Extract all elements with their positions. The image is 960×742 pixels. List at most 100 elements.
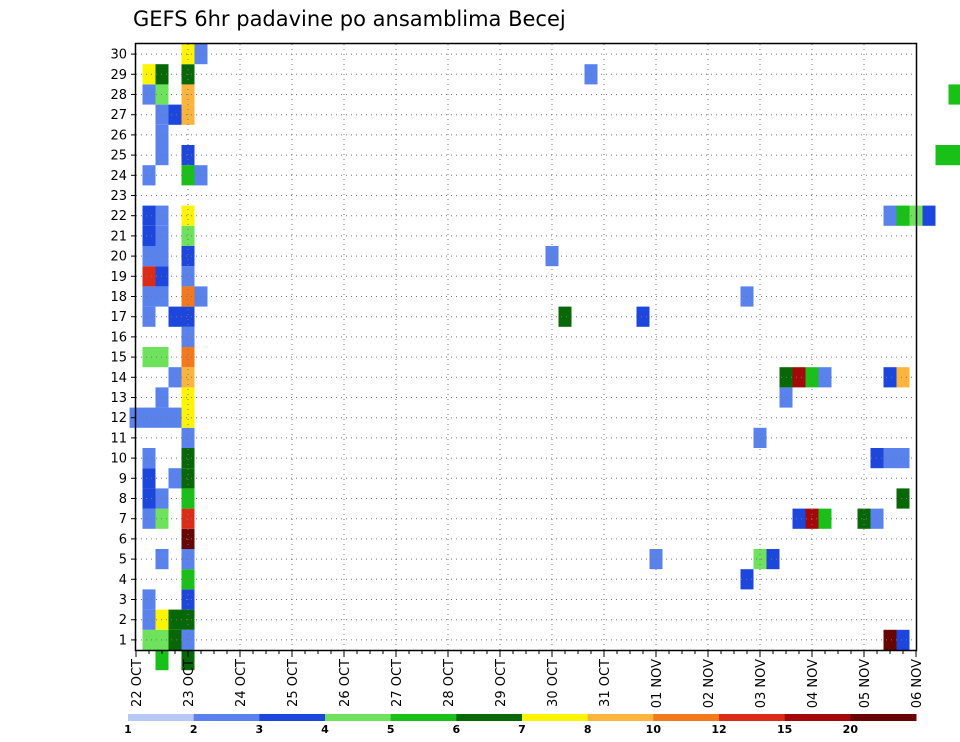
heatmap-cell: [181, 650, 195, 671]
heatmap-cell: [792, 508, 806, 529]
heatmap-cell: [181, 286, 195, 307]
heatmap-cell: [142, 488, 156, 509]
colorbar-label: 20: [843, 723, 859, 736]
y-tick-label: 24: [110, 169, 127, 184]
heatmap-cell: [883, 629, 897, 650]
heatmap-cell: [142, 306, 156, 327]
heatmap-cell: [181, 387, 195, 408]
heatmap-cell: [142, 246, 156, 267]
heatmap-cell: [142, 407, 156, 428]
colorbar-swatch: [850, 714, 917, 721]
heatmap-cell: [142, 286, 156, 307]
colorbar-label: 1: [124, 723, 132, 736]
heatmap-cell: [181, 326, 195, 347]
colorbar-label: 6: [453, 723, 461, 736]
heatmap-cell: [142, 589, 156, 610]
heatmap-cell: [883, 448, 897, 469]
y-tick-label: 26: [110, 128, 127, 143]
x-tick-label: 05 NOV: [858, 659, 873, 708]
heatmap-cell: [896, 205, 910, 226]
colorbar-label: 4: [321, 723, 329, 736]
colorbar-label: 5: [387, 723, 395, 736]
y-tick-label: 20: [110, 250, 127, 265]
x-tick-label: 26 OCT: [338, 659, 353, 707]
x-axis: 22 OCT 23 OCT 24 OCT 25 OCT 26 OCT 27 OCT 28 O…: [130, 650, 925, 708]
x-tick-label: 24 OCT: [234, 659, 249, 707]
y-tick-label: 18: [110, 290, 127, 305]
heatmap-cell: [181, 246, 195, 267]
colorbar-swatch: [193, 714, 260, 721]
x-tick-label: 30 OCT: [546, 659, 561, 707]
heatmap-cell: [168, 104, 182, 125]
heatmap-cell: [948, 145, 960, 166]
heatmap-cell: [142, 468, 156, 489]
heatmap-cell: [181, 205, 195, 226]
y-tick-label: 3: [119, 593, 127, 608]
heatmap-cell: [818, 367, 832, 388]
x-tick-label: 23 OCT: [182, 659, 197, 707]
colorbar-swatch: [128, 714, 195, 721]
grid-lines: [136, 44, 916, 650]
heatmap-cell: [168, 609, 182, 630]
heatmap-cell: [181, 427, 195, 448]
x-tick-label: 27 OCT: [390, 659, 405, 707]
colorbar-swatch: [784, 714, 851, 721]
colorbar-label: 7: [518, 723, 526, 736]
y-tick-label: 12: [110, 411, 127, 426]
y-tick-label: 6: [119, 532, 127, 547]
heatmap-cell: [181, 225, 195, 246]
heatmap-cell: [922, 205, 936, 226]
heatmap-cell: [883, 205, 897, 226]
colorbar-label: 12: [711, 723, 726, 736]
heatmap-cell: [883, 367, 897, 388]
y-axis: 1234567891011121314151617181920212223242…: [110, 48, 136, 648]
heatmap-cell: [181, 528, 195, 549]
colorbar-label: 3: [256, 723, 264, 736]
y-tick-label: 25: [110, 149, 127, 164]
y-tick-label: 7: [119, 512, 127, 527]
x-tick-label: 01 NOV: [650, 659, 665, 708]
y-tick-label: 9: [119, 472, 127, 487]
heatmap-cell: [181, 468, 195, 489]
y-tick-label: 22: [110, 209, 127, 224]
heatmap-cell: [792, 367, 806, 388]
x-tick-label: 28 OCT: [442, 659, 457, 707]
colorbar-label: 10: [646, 723, 662, 736]
colorbar-swatch: [325, 714, 392, 721]
heatmap-cell: [896, 448, 910, 469]
heatmap-cell: [857, 508, 871, 529]
x-tick-label: 25 OCT: [286, 659, 301, 707]
y-tick-label: 30: [110, 48, 127, 63]
heatmap-cell: [142, 508, 156, 529]
x-tick-label: 03 NOV: [754, 659, 769, 708]
heatmap-cell: [168, 629, 182, 650]
heatmap-cell: [155, 650, 169, 671]
heatmap-cell: [142, 629, 156, 650]
y-tick-label: 16: [110, 330, 127, 345]
y-tick-label: 15: [110, 351, 127, 366]
heatmap-cell: [948, 84, 960, 105]
colorbar-swatch: [522, 714, 589, 721]
x-tick-label: 02 NOV: [702, 659, 717, 708]
heatmap-cell: [142, 64, 156, 85]
colorbar-label: 15: [777, 723, 792, 736]
x-tick-label: 22 OCT: [130, 659, 145, 707]
y-tick-label: 29: [110, 68, 127, 83]
y-tick-label: 2: [119, 613, 127, 628]
heatmap-cell: [766, 549, 780, 570]
y-tick-label: 8: [119, 492, 127, 507]
y-tick-label: 28: [110, 88, 127, 103]
heatmap-cell: [181, 266, 195, 287]
colorbar-swatch: [259, 714, 326, 721]
heatmap-cell: [181, 165, 195, 186]
heatmap-cell: [168, 407, 182, 428]
heatmap-cell: [896, 488, 910, 509]
y-tick-label: 19: [110, 270, 127, 285]
heatmap-cell: [181, 145, 195, 166]
colorbar-label: 8: [584, 723, 592, 736]
heatmap-cell: [753, 427, 767, 448]
y-tick-label: 1: [119, 633, 127, 648]
colorbar-swatch: [587, 714, 654, 721]
heatmap-cell: [181, 306, 195, 327]
